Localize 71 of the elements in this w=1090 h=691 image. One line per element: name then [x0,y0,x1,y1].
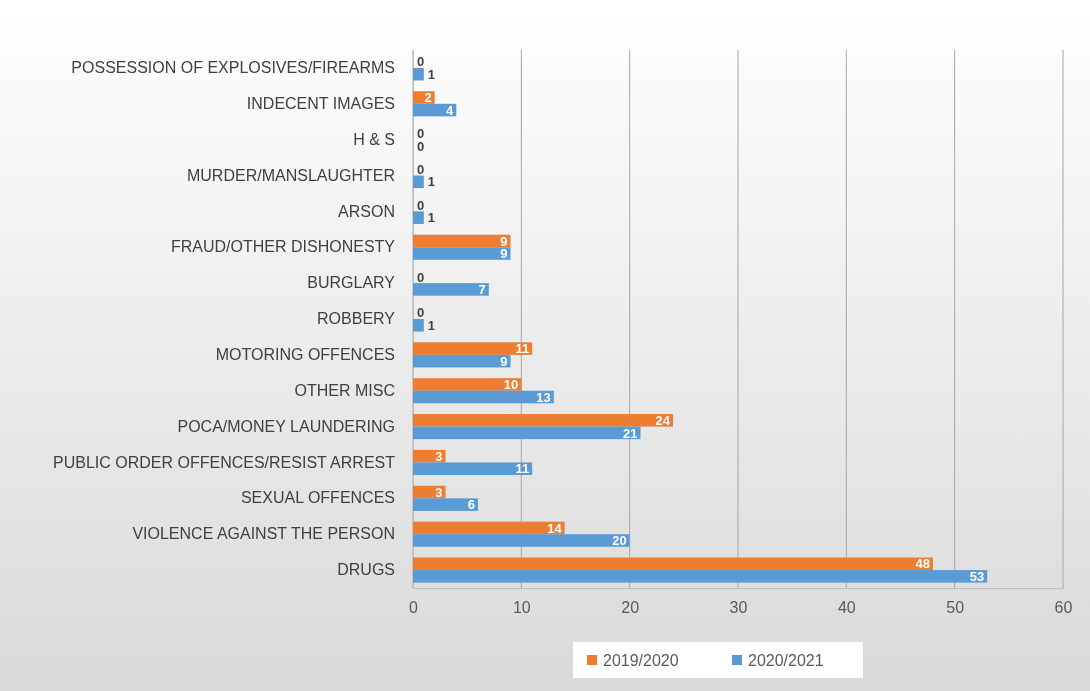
bar [413,175,424,189]
y-tick-label: MURDER/MANSLAUGHTER [186,166,395,184]
bar [413,283,489,296]
y-tick-label: FRAUD/OTHER DISHONESTY [170,238,396,256]
legend-label: 2020/2021 [748,651,824,669]
y-tick-label: POSSESSION OF EXPLOSIVES/FIREARMS [71,59,395,77]
bar [413,354,511,368]
y-tick-label: VIOLENCE AGAINST THE PERSON [132,525,395,543]
y-tick-label: BURGLARY [307,274,396,292]
data-label: 24 [655,413,671,428]
bar [413,319,424,332]
bar [413,426,641,440]
y-tick-label: POCA/MONEY LAUNDERING [177,417,395,435]
data-label: 20 [612,533,627,549]
data-label: 6 [467,497,475,513]
bar [413,390,554,404]
y-tick-label: OTHER MISC [294,381,395,399]
bar [413,234,511,248]
x-tick-label: 50 [946,599,965,617]
data-label: 0 [417,54,425,70]
data-label: 3 [435,448,443,464]
data-label: 14 [547,520,563,536]
bar [413,211,424,224]
data-label: 11 [515,341,530,357]
x-tick-label: 0 [409,599,419,617]
y-tick-label: MOTORING OFFENCES [215,345,395,363]
data-label: 10 [503,377,519,393]
y-tick-label: ROBBERY [317,310,396,328]
data-label: 0 [417,269,425,285]
data-label: 9 [500,233,508,249]
bar [413,414,673,427]
data-label: 1 [427,66,436,82]
bar [413,378,522,391]
data-label: 4 [446,102,455,118]
y-tick-label: ARSON [338,202,395,220]
bar [413,521,565,535]
bar [413,342,533,355]
bar [413,570,988,583]
y-tick-label: SEXUAL OFFENCES [240,489,395,507]
data-label: 2 [424,90,432,106]
data-label: 7 [478,282,486,298]
data-label: 53 [969,569,985,585]
y-tick-label: INDECENT IMAGES [246,94,395,112]
bar [413,67,424,81]
y-tick-label: DRUGS [337,561,395,579]
bar [413,247,511,260]
data-label: 0 [417,305,425,321]
data-label: 1 [427,317,436,333]
bar [413,534,630,547]
x-tick-label: 60 [1054,599,1073,617]
data-label: 11 [515,461,530,477]
data-label: 3 [435,484,443,500]
bar [413,498,478,511]
data-label: 1 [427,210,436,226]
data-label: 9 [500,246,508,262]
x-tick-label: 30 [729,599,748,617]
data-label: 9 [500,353,508,369]
data-label: 21 [623,425,638,441]
legend-label: 2019/2020 [603,651,679,669]
data-label: 13 [536,389,551,405]
x-tick-label: 40 [837,599,856,617]
bar [413,462,533,476]
bar [413,557,933,571]
x-tick-label: 20 [621,599,640,617]
y-tick-label: PUBLIC ORDER OFFENCES/RESIST ARREST [53,453,396,471]
y-tick-label: H & S [353,130,395,148]
data-label: 48 [915,556,930,572]
data-label: 0 [417,161,425,177]
data-label: 1 [427,174,436,190]
data-label: 0 [417,197,425,213]
x-tick-label: 10 [512,599,531,617]
